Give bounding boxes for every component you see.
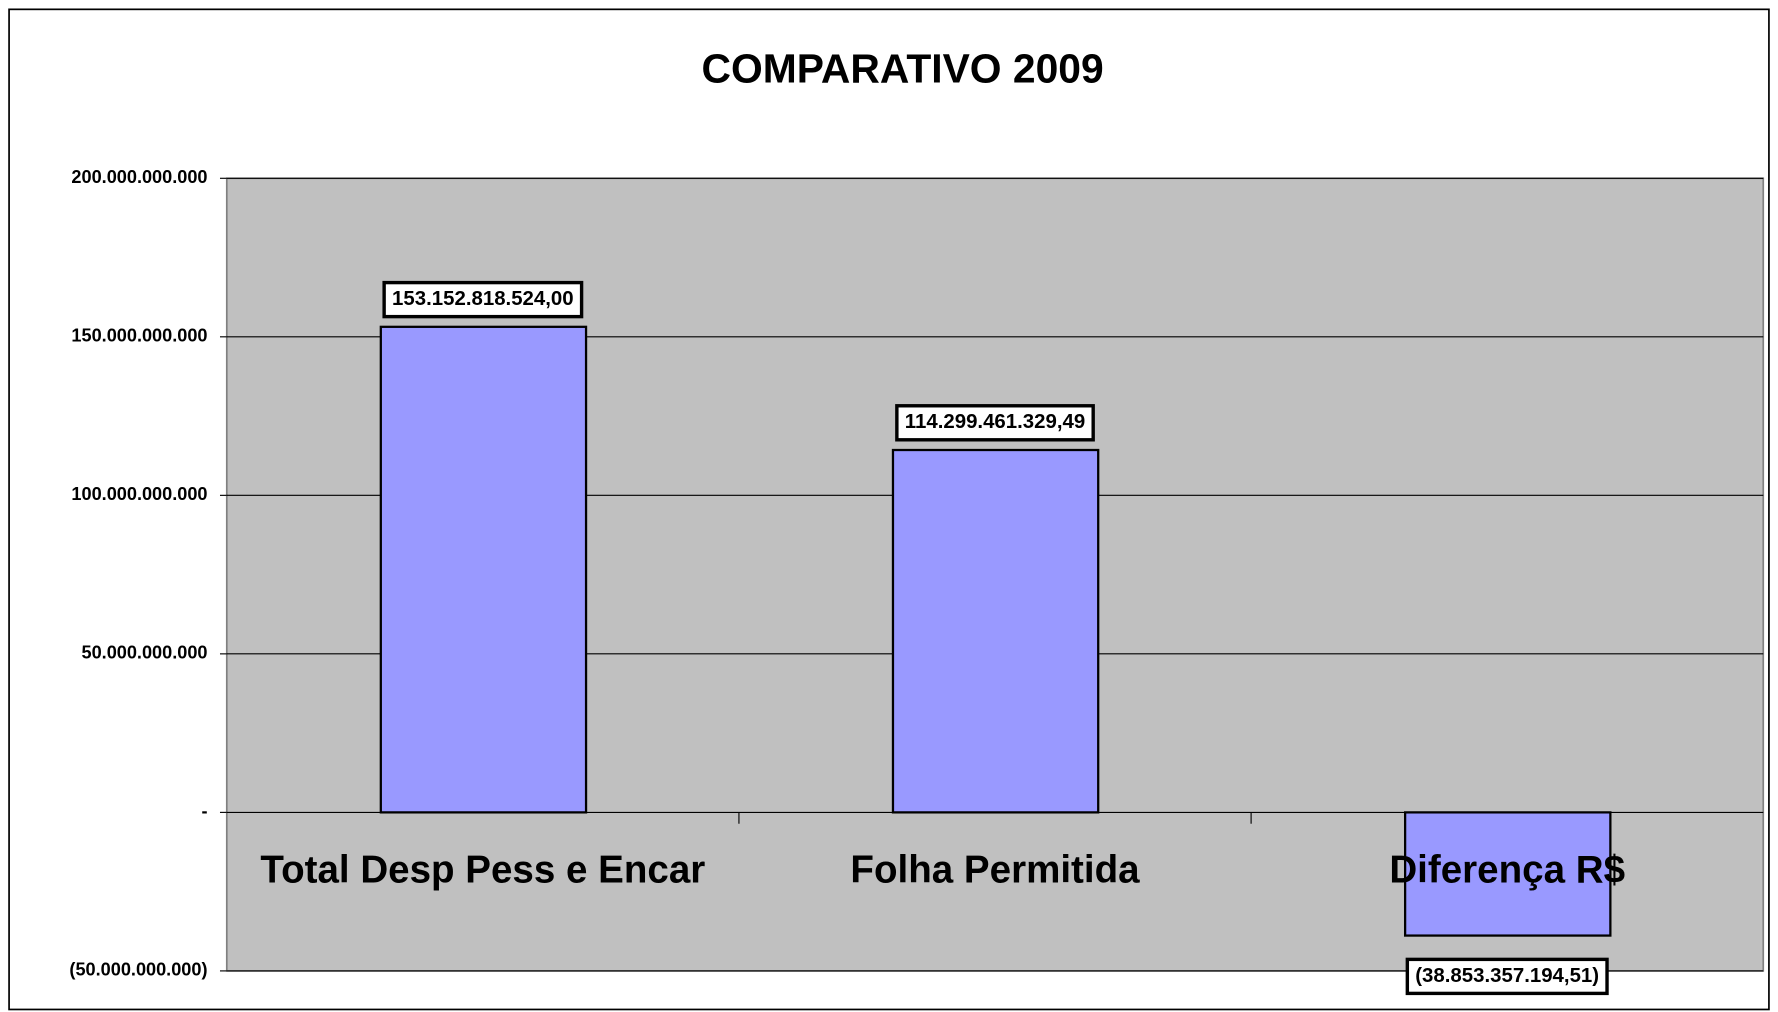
data-label-box bbox=[895, 404, 1095, 442]
y-tick-label: 50.000.000.000 bbox=[82, 643, 208, 663]
data-label-box bbox=[1405, 957, 1609, 996]
y-tick-label: (50.000.000.000) bbox=[69, 960, 207, 980]
chart-title: COMPARATIVO 2009 bbox=[702, 45, 1104, 91]
data-label-box bbox=[382, 280, 584, 319]
x-tick-label: Diferença R$ bbox=[1389, 848, 1625, 891]
data-label: 153.152.818.524,00 bbox=[392, 288, 574, 310]
x-tick-label: Folha Permitida bbox=[850, 848, 1140, 891]
y-tick-label: - bbox=[201, 801, 207, 821]
y-tick-label: 100.000.000.000 bbox=[71, 484, 207, 504]
bar bbox=[1403, 811, 1612, 937]
y-tick-label: 150.000.000.000 bbox=[71, 326, 207, 346]
data-label: 114.299.461.329,49 bbox=[905, 411, 1085, 433]
data-label: (38.853.357.194,51) bbox=[1415, 965, 1599, 987]
bar bbox=[891, 448, 1100, 814]
bar bbox=[379, 325, 588, 814]
x-tick-label: Total Desp Pess e Encar bbox=[260, 848, 705, 891]
y-tick-label: 200.000.000.000 bbox=[71, 167, 207, 187]
